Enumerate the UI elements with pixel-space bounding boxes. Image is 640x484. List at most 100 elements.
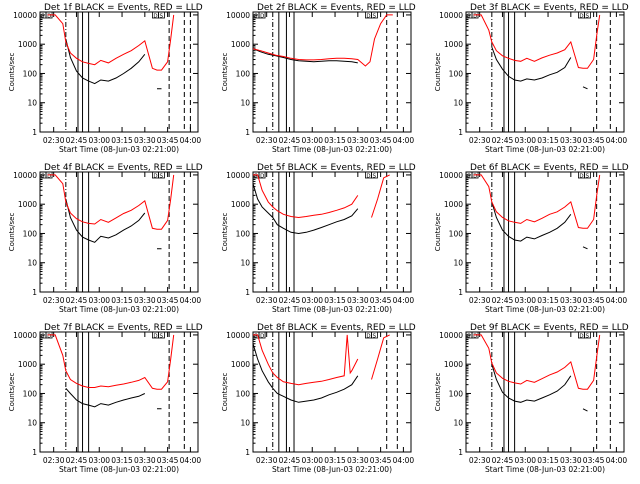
y-tick-label: 100 xyxy=(449,69,464,78)
flag-marker-label: S xyxy=(41,14,45,20)
plot-frame xyxy=(465,331,625,453)
chart-title: Det 8f BLACK = Events, RED = LLD xyxy=(257,323,416,333)
flag-marker-label: S xyxy=(586,174,590,180)
y-tick-label: 1 xyxy=(32,288,37,297)
y-tick-label: 1000 xyxy=(18,200,37,209)
plot-frame xyxy=(39,11,199,133)
y-tick-label: 1000 xyxy=(231,360,250,369)
x-tick-label: 03:00 xyxy=(514,296,536,305)
chart-panel-8: Det 8f BLACK = Events, RED = LLD 1 10 100 10… xyxy=(221,323,416,474)
series-line-events xyxy=(65,198,162,250)
y-tick-label: 100 xyxy=(23,229,38,238)
y-tick-label: 10 xyxy=(240,99,250,108)
x-tick-label: 02:45 xyxy=(492,456,514,465)
flag-marker-label: D xyxy=(473,14,477,20)
series-line-lld xyxy=(473,14,601,69)
x-tick-label: 02:45 xyxy=(279,136,301,145)
y-tick-label: 10000 xyxy=(13,11,37,20)
y-tick-label: 10 xyxy=(240,419,250,428)
x-tick-label: 03:00 xyxy=(514,456,536,465)
y-axis-label: Counts/sec xyxy=(434,373,442,412)
chart-panel-1: Det 1f BLACK = Events, RED = LLD 1 10 100 10… xyxy=(8,3,203,154)
x-tick-label: 03:15 xyxy=(537,456,559,465)
x-tick-label: 02:30 xyxy=(43,296,65,305)
chart-title: Det 4f BLACK = Events, RED = LLD xyxy=(44,163,203,173)
y-tick-label: 100 xyxy=(236,69,251,78)
x-tick-label: 02:30 xyxy=(256,296,278,305)
x-tick-label: 02:45 xyxy=(66,136,88,145)
x-tick-label: 02:30 xyxy=(469,456,491,465)
x-tick-label: 04:00 xyxy=(393,296,415,305)
x-tick-label: 02:30 xyxy=(256,136,278,145)
flag-marker-label: S xyxy=(41,334,45,340)
x-tick-label: 03:30 xyxy=(347,296,369,305)
x-tick-label: 03:15 xyxy=(111,296,133,305)
x-tick-label: 03:00 xyxy=(301,136,323,145)
chart-title: Det 6f BLACK = Events, RED = LLD xyxy=(470,163,629,173)
x-tick-label: 03:00 xyxy=(88,136,110,145)
y-axis-label: Counts/sec xyxy=(8,373,16,412)
flag-marker-label: D xyxy=(366,174,370,180)
y-tick-label: 10 xyxy=(27,99,37,108)
flag-marker-label: D xyxy=(579,334,583,340)
flag-marker xyxy=(584,331,591,339)
chart-title: Det 9f BLACK = Events, RED = LLD xyxy=(470,323,629,333)
y-tick-label: 10000 xyxy=(13,171,37,180)
x-tick-label: 04:00 xyxy=(180,456,202,465)
x-tick-label: 03:45 xyxy=(157,136,179,145)
flag-marker xyxy=(158,171,165,179)
x-tick-label: 03:45 xyxy=(370,296,392,305)
x-tick-label: 02:45 xyxy=(66,296,88,305)
flag-marker-label: S xyxy=(160,334,164,340)
y-tick-label: 10000 xyxy=(13,331,37,340)
x-axis-label: Start Time (08-Jun-03 02:21:00) xyxy=(272,465,392,474)
x-tick-label: 03:30 xyxy=(560,456,582,465)
y-tick-label: 1000 xyxy=(444,360,463,369)
y-tick-label: 10000 xyxy=(226,171,250,180)
flag-marker-label: S xyxy=(254,174,258,180)
x-tick-label: 03:15 xyxy=(324,296,346,305)
flag-marker xyxy=(258,11,266,19)
chart-panel-7: Det 7f BLACK = Events, RED = LLD 1 10 100 10… xyxy=(8,323,203,474)
y-tick-label: 100 xyxy=(23,69,38,78)
flag-marker xyxy=(584,11,591,19)
x-tick-label: 03:30 xyxy=(134,456,156,465)
x-tick-label: 04:00 xyxy=(606,456,628,465)
series-line-lld xyxy=(253,334,390,386)
x-tick-label: 04:00 xyxy=(393,136,415,145)
x-tick-label: 03:15 xyxy=(537,136,559,145)
x-tick-label: 02:45 xyxy=(66,456,88,465)
x-tick-label: 02:45 xyxy=(279,456,301,465)
y-tick-label: 1 xyxy=(32,448,37,457)
flag-marker-label: D xyxy=(366,334,370,340)
flag-marker-label: D xyxy=(473,174,477,180)
y-tick-label: 1000 xyxy=(18,40,37,49)
x-tick-label: 04:00 xyxy=(393,456,415,465)
flag-marker-label: D xyxy=(47,334,51,340)
flag-marker-label: D xyxy=(153,174,157,180)
flag-marker-label: D xyxy=(473,334,477,340)
series-line-events xyxy=(491,201,588,250)
x-tick-label: 02:45 xyxy=(492,296,514,305)
chart-panel-6: Det 6f BLACK = Events, RED = LLD 1 10 100 10… xyxy=(434,163,629,314)
series-line-events xyxy=(491,364,588,412)
x-tick-label: 03:00 xyxy=(301,456,323,465)
flag-marker xyxy=(371,11,378,19)
y-tick-label: 100 xyxy=(236,389,251,398)
x-tick-label: 03:30 xyxy=(134,296,156,305)
x-tick-label: 03:45 xyxy=(370,456,392,465)
x-axis-label: Start Time (08-Jun-03 02:21:00) xyxy=(485,145,605,154)
flag-marker-label: S xyxy=(254,14,258,20)
x-tick-label: 02:30 xyxy=(43,136,65,145)
flag-marker-label: S xyxy=(254,334,258,340)
x-tick-label: 03:00 xyxy=(514,136,536,145)
x-tick-label: 02:30 xyxy=(43,456,65,465)
plot-frame xyxy=(39,331,199,453)
y-tick-label: 1 xyxy=(458,448,463,457)
flag-marker-label: S xyxy=(586,334,590,340)
y-tick-label: 10000 xyxy=(439,331,463,340)
flag-marker-label: S xyxy=(467,334,471,340)
flag-marker-label: D xyxy=(366,14,370,20)
y-tick-label: 1000 xyxy=(444,40,463,49)
